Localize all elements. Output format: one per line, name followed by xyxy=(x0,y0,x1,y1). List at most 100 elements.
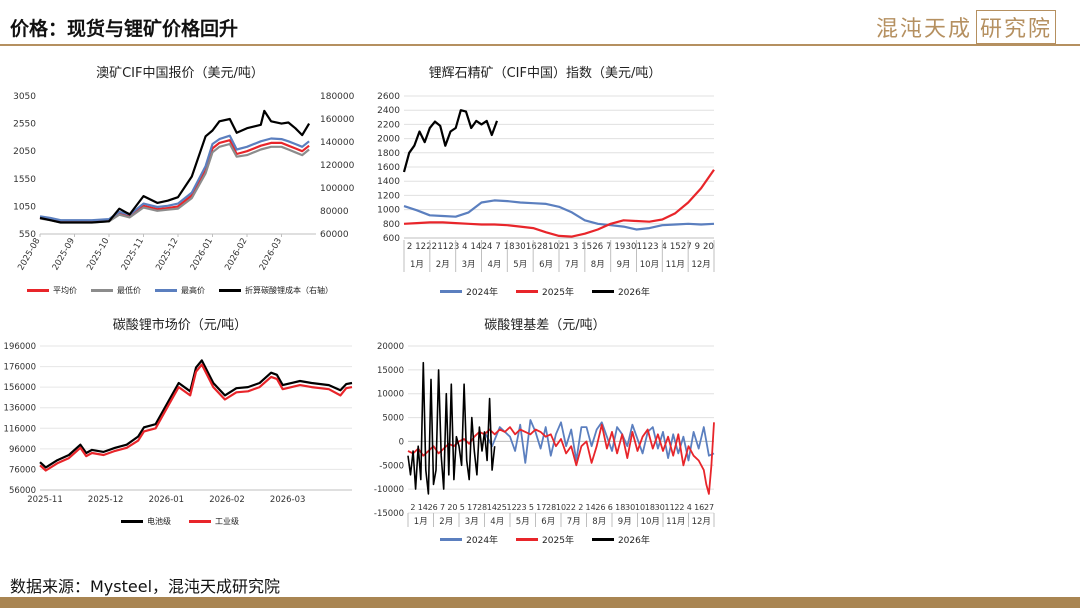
x-tick-label: 2026-02 xyxy=(223,237,249,273)
y-tick-label: 1550 xyxy=(13,175,36,185)
chart-spodumene-cif: 澳矿CIF中国报价（美元/吨） 3050 2550 2050 1550 1050 550 1… xyxy=(0,56,360,301)
y-tick-label: 1600 xyxy=(377,163,400,173)
y-tick-label: 3050 xyxy=(13,92,36,102)
y-tick-label: 2550 xyxy=(13,120,36,130)
x-month-label: 5月 xyxy=(516,517,530,527)
legend-swatch xyxy=(440,290,463,293)
legend-label: 工业级 xyxy=(215,517,239,526)
x-tick-label: 23 xyxy=(516,503,526,512)
legend-swatch xyxy=(219,289,241,292)
y-tick-label: -5000 xyxy=(379,461,404,471)
series-line-3-2 xyxy=(407,361,496,495)
y-tick-label: 176000 xyxy=(4,363,36,373)
x-month-label: 2月 xyxy=(439,517,453,527)
legend-item: 最低价 xyxy=(91,285,141,296)
chart-title: 澳矿CIF中国报价（美元/吨） xyxy=(96,66,264,81)
series-line-0-3 xyxy=(39,109,311,224)
x-tick-label: 16 xyxy=(694,503,704,512)
x-tick-label: 7 xyxy=(495,242,500,252)
y-tick-label: 76000 xyxy=(9,465,36,475)
x-tick-label: 20 xyxy=(703,242,714,252)
legend-item: 2026年 xyxy=(591,285,650,298)
x-tick-label: 4 xyxy=(462,242,467,252)
legend-swatch xyxy=(27,289,49,292)
x-tick-label: 24 xyxy=(482,242,493,252)
x-month-label: 12月 xyxy=(692,517,711,527)
x-month-label: 8月 xyxy=(591,260,605,270)
legend-label: 电池级 xyxy=(147,517,171,526)
legend-label: 平均价 xyxy=(53,286,77,295)
header-divider xyxy=(0,44,1080,46)
y-tick-label: 0 xyxy=(399,437,404,447)
x-month-label: 2月 xyxy=(436,260,450,270)
x-tick-label: 4 xyxy=(687,503,692,512)
x-tick-label: 11 xyxy=(437,242,448,252)
x-tick-label: 2 xyxy=(578,503,583,512)
x-tick-label: 10 xyxy=(635,503,645,512)
legend-item: 平均价 xyxy=(27,285,77,296)
x-tick-label: 12 xyxy=(507,503,517,512)
x-tick-label: 14 xyxy=(418,503,428,512)
x-tick-label: 6 xyxy=(608,503,613,512)
x-tick-label: 12 xyxy=(415,242,426,252)
y-tick-label: 136000 xyxy=(4,404,36,414)
y-tick-label: 1050 xyxy=(13,202,36,212)
x-tick-label: 4 xyxy=(661,242,666,252)
chart-title: 锂辉石精矿（CIF中国）指数（美元/吨） xyxy=(428,66,662,81)
x-tick-label: 21 xyxy=(559,242,570,252)
x-tick-label: 30 xyxy=(626,242,637,252)
chart-legend: 平均价 最低价 最高价 折算碳酸锂成本（右轴） xyxy=(0,285,360,296)
x-tick-label: 20 xyxy=(447,503,457,512)
x-tick-label: 19 xyxy=(614,242,625,252)
x-tick-label: 27 xyxy=(704,503,714,512)
chart-legend: 2024年 2025年 2026年 xyxy=(370,533,720,546)
x-tick-label: 30 xyxy=(655,503,665,512)
chart-legend: 2024年 2025年 2026年 xyxy=(370,285,720,298)
legend-label: 2026年 xyxy=(617,288,650,298)
legend-item: 2024年 xyxy=(440,285,498,298)
x-tick-label: 22 xyxy=(674,503,684,512)
brand-box: 研究院 xyxy=(975,10,1056,44)
x-month-label: 11月 xyxy=(666,260,685,270)
x-tick-label: 2025-12 xyxy=(88,495,124,505)
legend-swatch xyxy=(440,538,463,541)
x-tick-label: 2025-08 xyxy=(16,237,42,273)
y2-tick-label: 140000 xyxy=(320,138,355,148)
chart-li2co3-basis: 碳酸锂基差（元/吨） 20000 15000 10000 5000 0 -5000 -100… xyxy=(370,308,720,548)
legend-label: 2026年 xyxy=(617,536,650,546)
x-month-label: 3月 xyxy=(465,517,479,527)
x-tick-label: 30 xyxy=(515,242,526,252)
x-tick-label: 14 xyxy=(471,242,482,252)
legend-item: 电池级 xyxy=(121,516,171,527)
x-tick-label: 18 xyxy=(504,242,515,252)
y-tick-label: 56000 xyxy=(9,486,36,496)
x-tick-label: 2025-11 xyxy=(120,237,146,273)
chart-canvas: 196000 176000 156000 136000 116000 96000 76000… xyxy=(4,342,353,505)
x-tick-label: 2026-03 xyxy=(258,237,284,273)
legend-label: 最高价 xyxy=(181,286,205,295)
y-tick-label: 1400 xyxy=(377,177,400,187)
legend-item: 2025年 xyxy=(516,285,574,298)
x-month-label: 1月 xyxy=(410,260,424,270)
x-tick-label: 2 xyxy=(407,242,412,252)
legend-swatch xyxy=(516,290,539,293)
x-tick-label: 28 xyxy=(537,242,548,252)
brand-logo: 混沌天成 研究院 xyxy=(876,10,1056,44)
x-tick-label: 16 xyxy=(526,242,537,252)
series-line-2-1 xyxy=(39,363,353,472)
x-tick-label: 2026-02 xyxy=(209,495,245,505)
x-month-label: 10月 xyxy=(640,260,659,270)
y2-tick-label: 60000 xyxy=(320,230,349,240)
y2-tick-label: 80000 xyxy=(320,207,349,217)
legend-label: 最低价 xyxy=(117,286,141,295)
y-tick-label: 1200 xyxy=(377,191,400,201)
y2-tick-label: 100000 xyxy=(320,184,355,194)
x-tick-label: 18 xyxy=(615,503,625,512)
series-line-1-2 xyxy=(402,109,499,173)
legend-item: 最高价 xyxy=(155,285,205,296)
chart-title: 碳酸锂市场价（元/吨） xyxy=(112,318,248,333)
x-tick-label: 2025-11 xyxy=(27,495,63,505)
x-tick-label: 15 xyxy=(670,242,681,252)
y2-tick-label: 180000 xyxy=(320,92,355,102)
series-line-0-2 xyxy=(39,134,310,222)
